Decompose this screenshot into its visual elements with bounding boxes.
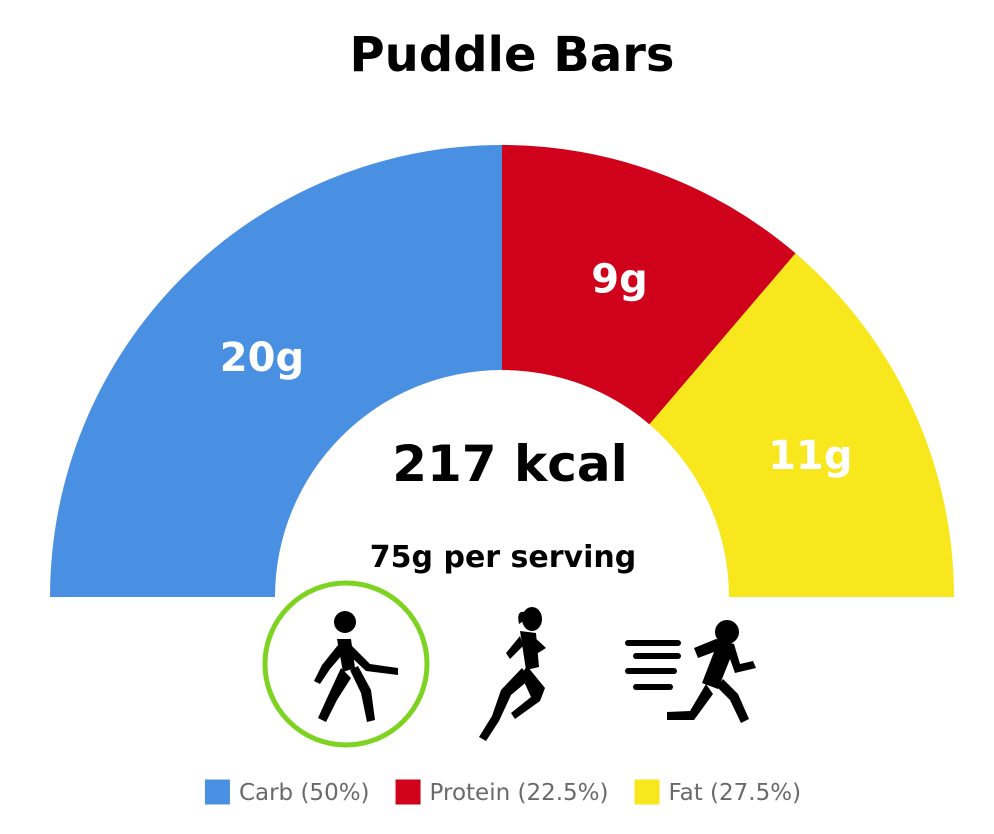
running-woman-icon [479, 607, 546, 741]
legend-label-carb: Carb (50%) [239, 780, 370, 806]
slice-label-protein: 9g [591, 256, 647, 302]
legend-swatch-protein [395, 779, 421, 805]
legend-label-fat: Fat (27.5%) [668, 780, 801, 806]
selection-ring [262, 580, 430, 748]
slice-fat [649, 253, 954, 597]
chart-title: Puddle Bars [349, 27, 674, 83]
macro-slices [50, 145, 954, 597]
running-activity-option[interactable] [479, 607, 546, 741]
legend-item-protein: Protein (22.5%) [395, 779, 609, 806]
walking-activity-option[interactable] [262, 580, 430, 748]
legend-swatch-carb [204, 779, 230, 805]
calorie-total: 217 kcal [392, 435, 628, 493]
sprinting-person-icon [625, 620, 756, 723]
sprinting-activity-option[interactable] [625, 620, 756, 723]
walking-person-icon [314, 611, 398, 722]
legend-label-protein: Protein (22.5%) [430, 780, 609, 806]
activity-options [262, 580, 756, 748]
slice-carb [50, 145, 502, 597]
serving-size: 75g per serving [370, 540, 636, 575]
legend-item-fat: Fat (27.5%) [634, 779, 801, 806]
legend: Carb (50%) Protein (22.5%) Fat (27.5%) [204, 779, 801, 806]
slice-label-fat: 11g [768, 433, 852, 479]
slice-protein [502, 145, 796, 425]
slice-labels: 20g 9g 11g [220, 256, 853, 478]
slice-label-carb: 20g [220, 335, 304, 381]
legend-swatch-fat [634, 779, 660, 805]
legend-item-carb: Carb (50%) [204, 779, 370, 806]
